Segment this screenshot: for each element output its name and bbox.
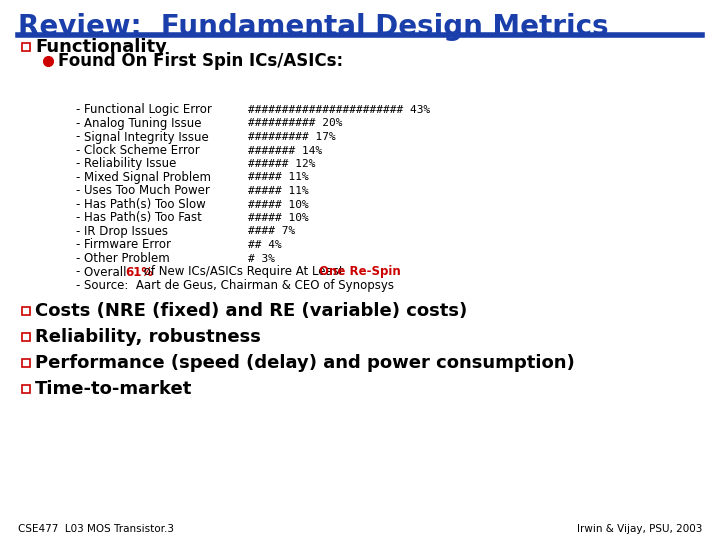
Text: -: - xyxy=(76,252,80,265)
Text: ##### 11%: ##### 11% xyxy=(248,172,309,183)
Text: Performance (speed (delay) and power consumption): Performance (speed (delay) and power con… xyxy=(35,354,575,372)
Text: Time-to-market: Time-to-market xyxy=(35,380,192,398)
Text: IR Drop Issues: IR Drop Issues xyxy=(84,225,168,238)
Text: #### 7%: #### 7% xyxy=(248,226,295,237)
Text: Functional Logic Error: Functional Logic Error xyxy=(84,104,212,117)
Text: Has Path(s) Too Fast: Has Path(s) Too Fast xyxy=(84,212,202,225)
Text: of New ICs/ASICs Require At Least: of New ICs/ASICs Require At Least xyxy=(140,266,348,279)
Text: -: - xyxy=(76,212,80,225)
Text: -: - xyxy=(76,198,80,211)
Text: Irwin & Vijay, PSU, 2003: Irwin & Vijay, PSU, 2003 xyxy=(577,524,702,534)
Text: ##### 10%: ##### 10% xyxy=(248,199,309,210)
Text: Overall: Overall xyxy=(84,266,130,279)
Text: Reliability, robustness: Reliability, robustness xyxy=(35,328,261,346)
Text: Other Problem: Other Problem xyxy=(84,252,170,265)
Text: 61%: 61% xyxy=(125,266,153,279)
Text: Review:  Fundamental Design Metrics: Review: Fundamental Design Metrics xyxy=(18,13,608,41)
Text: Signal Integrity Issue: Signal Integrity Issue xyxy=(84,131,209,144)
Text: Costs (NRE (fixed) and RE (variable) costs): Costs (NRE (fixed) and RE (variable) cos… xyxy=(35,302,467,320)
Text: ####### 14%: ####### 14% xyxy=(248,145,323,156)
Text: -: - xyxy=(76,104,80,117)
Text: -: - xyxy=(76,225,80,238)
Text: # 3%: # 3% xyxy=(248,253,275,264)
Text: -: - xyxy=(76,117,80,130)
Text: -: - xyxy=(76,144,80,157)
Text: Analog Tuning Issue: Analog Tuning Issue xyxy=(84,117,202,130)
Text: -: - xyxy=(76,158,80,171)
Text: -: - xyxy=(76,185,80,198)
Text: Mixed Signal Problem: Mixed Signal Problem xyxy=(84,171,211,184)
Text: Reliability Issue: Reliability Issue xyxy=(84,158,176,171)
Text: Uses Too Much Power: Uses Too Much Power xyxy=(84,185,210,198)
Text: -: - xyxy=(76,131,80,144)
Text: ##### 11%: ##### 11% xyxy=(248,186,309,196)
Text: One Re-Spin: One Re-Spin xyxy=(319,266,400,279)
Text: CSE477  L03 MOS Transistor.3: CSE477 L03 MOS Transistor.3 xyxy=(18,524,174,534)
Text: ##### 10%: ##### 10% xyxy=(248,213,309,223)
Text: -: - xyxy=(76,279,80,292)
Text: ######### 17%: ######### 17% xyxy=(248,132,336,142)
Text: Functionality: Functionality xyxy=(35,38,167,56)
Text: Firmware Error: Firmware Error xyxy=(84,239,171,252)
Text: Source:  Aart de Geus, Chairman & CEO of Synopsys: Source: Aart de Geus, Chairman & CEO of … xyxy=(84,279,394,292)
Text: -: - xyxy=(76,171,80,184)
Text: ###### 12%: ###### 12% xyxy=(248,159,315,169)
Text: Found On First Spin ICs/ASICs:: Found On First Spin ICs/ASICs: xyxy=(58,52,343,70)
Text: Has Path(s) Too Slow: Has Path(s) Too Slow xyxy=(84,198,206,211)
Text: ########## 20%: ########## 20% xyxy=(248,118,343,129)
Text: -: - xyxy=(76,239,80,252)
Text: Clock Scheme Error: Clock Scheme Error xyxy=(84,144,199,157)
Text: -: - xyxy=(76,266,80,279)
Text: ####################### 43%: ####################### 43% xyxy=(248,105,431,115)
Text: ## 4%: ## 4% xyxy=(248,240,282,250)
